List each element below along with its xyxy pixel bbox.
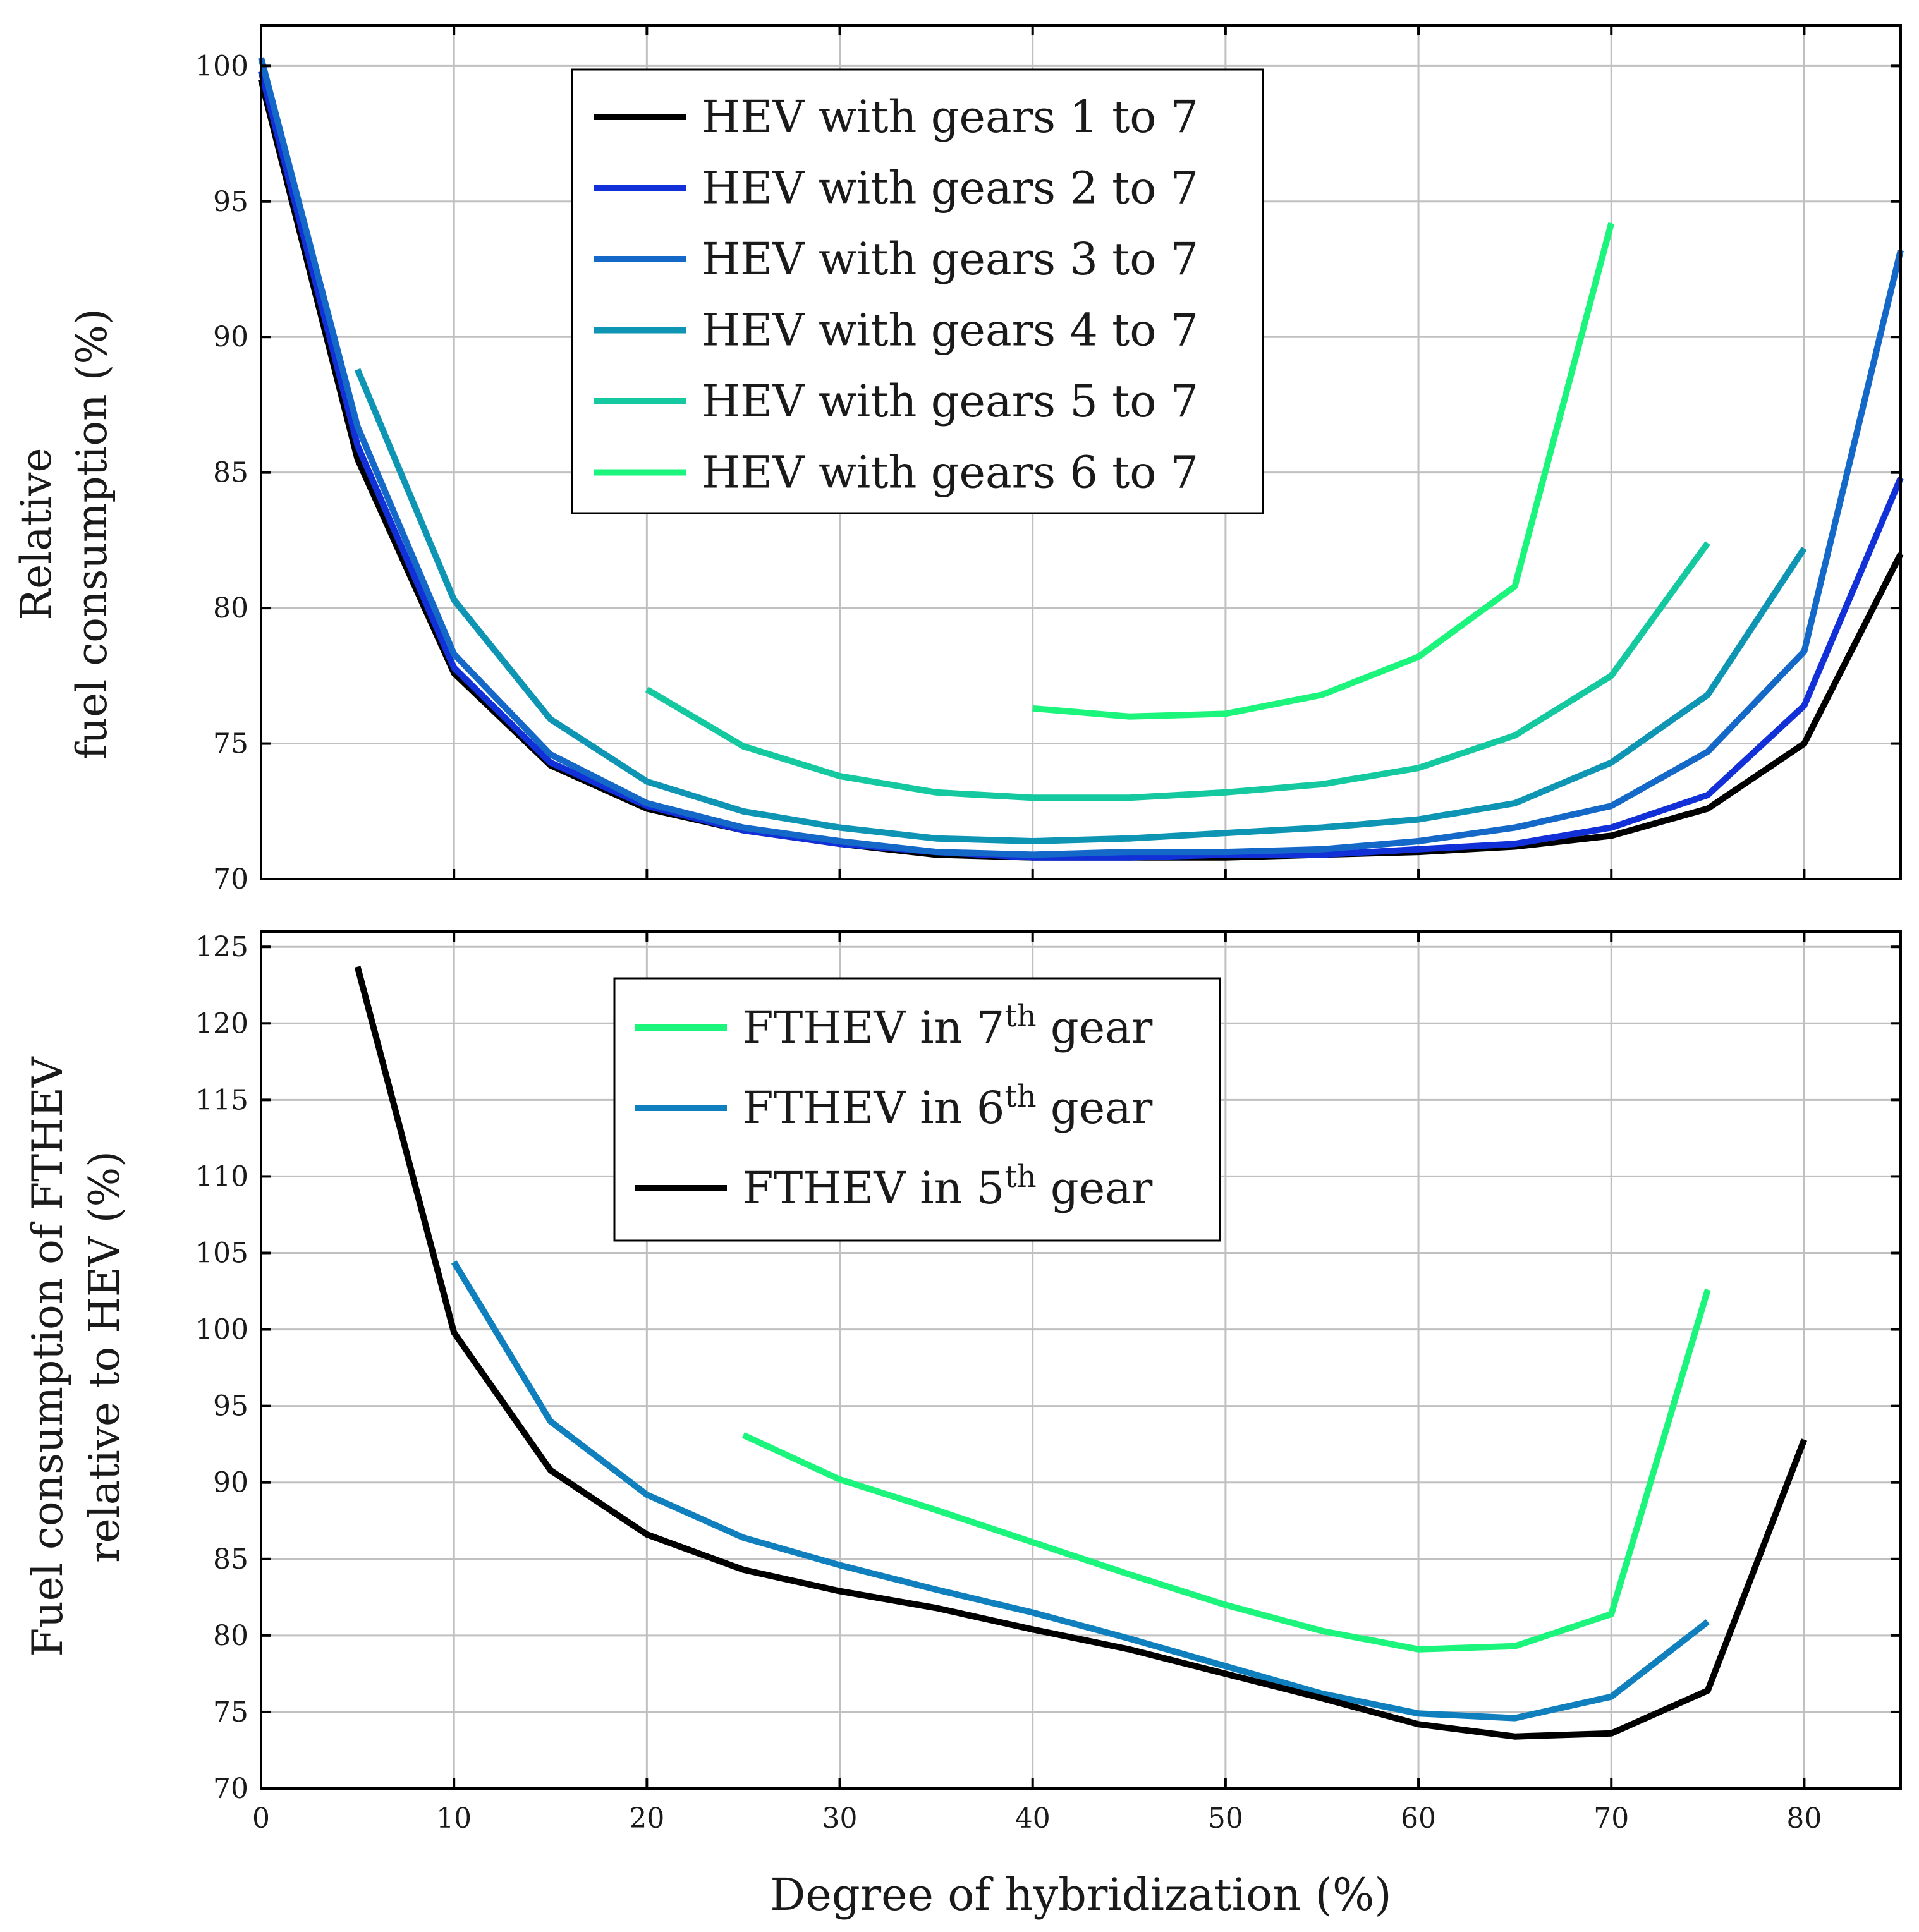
x-tick-label: 0 <box>252 1802 270 1835</box>
y-axis-label-line-1: fuel consumption (%) <box>68 308 116 760</box>
y-tick-label: 95 <box>213 186 248 218</box>
x-axis-label: Degree of hybridization (%) <box>770 1869 1391 1921</box>
y-axis-label-line-0: Fuel consumption of FTHEV <box>23 1056 72 1656</box>
y-tick-label: 85 <box>213 457 248 489</box>
y-tick-label: 100 <box>195 1314 248 1346</box>
bottom-panel-fthev-relative-to-hev: 0 10 20 30 40 50 60 70 80 70 75 80 85 90 95 100 105 110 11… <box>23 930 1902 1835</box>
y-tick-label: 70 <box>213 863 248 896</box>
y-tick-label: 80 <box>213 592 248 624</box>
x-tick-label: 60 <box>1401 1802 1436 1835</box>
x-tick-label: 70 <box>1593 1802 1629 1835</box>
y-tick-label: 110 <box>195 1160 248 1193</box>
x-tick-label: 50 <box>1208 1802 1243 1835</box>
series-line-1 <box>258 70 1904 861</box>
plot-frame <box>260 24 1902 880</box>
y-tick-label: 75 <box>213 1696 248 1728</box>
series-line-2 <box>354 966 1808 1740</box>
series-line-1 <box>451 1260 1710 1722</box>
ticks: 0 10 20 30 40 50 60 70 80 70 75 80 85 90 95 100 105 110 11… <box>195 931 1901 1835</box>
y-tick-label: 95 <box>213 1390 248 1423</box>
legend-label-5: HEV with gears 6 to 7 <box>702 447 1198 499</box>
y-tick-label: 115 <box>195 1084 248 1116</box>
series-group <box>354 966 1808 1740</box>
y-axis-label-line-1: relative to HEV (%) <box>80 1151 129 1563</box>
x-tick-label: 30 <box>822 1802 858 1835</box>
series-line-5 <box>1032 222 1615 720</box>
legend-label-0: HEV with gears 1 to 7 <box>702 91 1198 143</box>
y-tick-label: 105 <box>195 1237 248 1270</box>
legend: HEV with gears 1 to 7 HEV with gears 2 to… <box>571 68 1264 514</box>
y-axis-label-line-0: Relative <box>12 447 61 620</box>
ticks: 70 75 80 85 90 95 100 <box>195 25 1901 896</box>
y-tick-label: 75 <box>213 728 248 760</box>
legend-label-0: FTHEV in 7th gear <box>743 999 1153 1054</box>
x-tick-label: 20 <box>629 1802 664 1835</box>
legend-label-2: FTHEV in 5th gear <box>743 1159 1153 1214</box>
series-line-4 <box>645 541 1710 801</box>
legend-label-3: HEV with gears 4 to 7 <box>702 305 1198 356</box>
series-line-3 <box>354 368 1807 844</box>
x-tick-label: 80 <box>1786 1802 1822 1835</box>
y-tick-label: 90 <box>213 321 248 353</box>
y-tick-label: 125 <box>195 931 248 963</box>
series-line-2 <box>258 57 1904 858</box>
y-tick-label: 80 <box>213 1620 248 1652</box>
legend-label-2: HEV with gears 3 to 7 <box>702 233 1198 285</box>
legend-label-1: FTHEV in 6th gear <box>743 1079 1153 1134</box>
x-tick-label: 40 <box>1015 1802 1051 1835</box>
y-tick-label: 100 <box>195 50 248 82</box>
top-panel-relative-fuel-consumption: 70 75 80 85 90 95 100 Relative fuel consumption … <box>12 24 1904 896</box>
x-tick-label: 10 <box>436 1802 472 1835</box>
legend-label-4: HEV with gears 5 to 7 <box>702 375 1198 427</box>
legend-label-1: HEV with gears 2 to 7 <box>702 162 1198 214</box>
series-group <box>258 57 1904 861</box>
legend: FTHEV in 7th gear FTHEV in 6th gear FTHEV … <box>613 977 1221 1242</box>
legend-box <box>571 68 1264 514</box>
y-tick-label: 70 <box>213 1773 248 1805</box>
y-tick-label: 120 <box>195 1007 248 1040</box>
y-tick-label: 85 <box>213 1543 248 1576</box>
plot-frame <box>260 930 1902 1790</box>
series-line-0 <box>741 1289 1711 1653</box>
y-tick-label: 90 <box>213 1467 248 1499</box>
